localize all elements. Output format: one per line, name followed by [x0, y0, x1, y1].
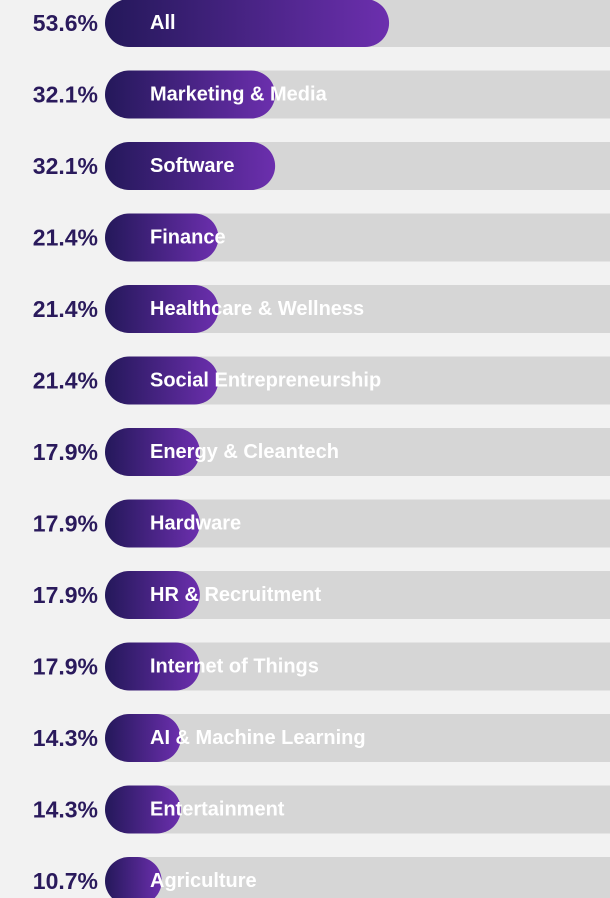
value-label: 10.7% — [33, 868, 98, 894]
bar — [105, 785, 181, 834]
bar-track — [105, 785, 610, 834]
bar — [105, 642, 200, 691]
bar-track — [105, 356, 610, 405]
bar-track — [105, 213, 610, 262]
category-label: Healthcare & Wellness — [150, 298, 364, 320]
category-label: HR & Recruitment — [150, 584, 321, 606]
bar-track — [105, 857, 610, 898]
category-label: All — [150, 12, 176, 34]
bar-track — [105, 428, 610, 476]
category-label: Entertainment — [150, 799, 285, 821]
category-label: Hardware — [150, 513, 241, 535]
value-label: 21.4% — [33, 296, 98, 322]
bar — [105, 285, 219, 333]
value-label: 17.9% — [33, 511, 98, 537]
bar — [105, 714, 181, 762]
category-label: Social Entrepreneurship — [150, 370, 381, 392]
bar — [105, 857, 162, 898]
value-label: 14.3% — [33, 797, 98, 823]
bar-track — [105, 642, 610, 691]
category-label: Agriculture — [150, 870, 257, 892]
bar — [105, 142, 276, 190]
bar — [105, 0, 390, 47]
bar-track — [105, 285, 610, 333]
bar — [105, 356, 219, 405]
value-label: 32.1% — [33, 153, 98, 179]
value-label: 53.6% — [33, 10, 98, 36]
value-label: 21.4% — [33, 225, 98, 251]
bar — [105, 571, 200, 619]
category-label: Marketing & Media — [150, 84, 328, 106]
bar-track — [105, 571, 610, 619]
category-label: AI & Machine Learning — [150, 727, 366, 749]
bar — [105, 70, 276, 119]
bar-track — [105, 499, 610, 548]
category-label: Internet of Things — [150, 656, 319, 678]
value-label: 21.4% — [33, 368, 98, 394]
value-label: 17.9% — [33, 654, 98, 680]
value-label: 32.1% — [33, 82, 98, 108]
category-label: Energy & Cleantech — [150, 441, 339, 463]
value-label: 17.9% — [33, 582, 98, 608]
category-label: Software — [150, 155, 234, 177]
value-label: 14.3% — [33, 725, 98, 751]
bar — [105, 499, 200, 548]
bar — [105, 428, 200, 476]
value-label: 17.9% — [33, 439, 98, 465]
bar-track — [105, 714, 610, 762]
bar — [105, 213, 219, 262]
category-label: Finance — [150, 227, 226, 249]
